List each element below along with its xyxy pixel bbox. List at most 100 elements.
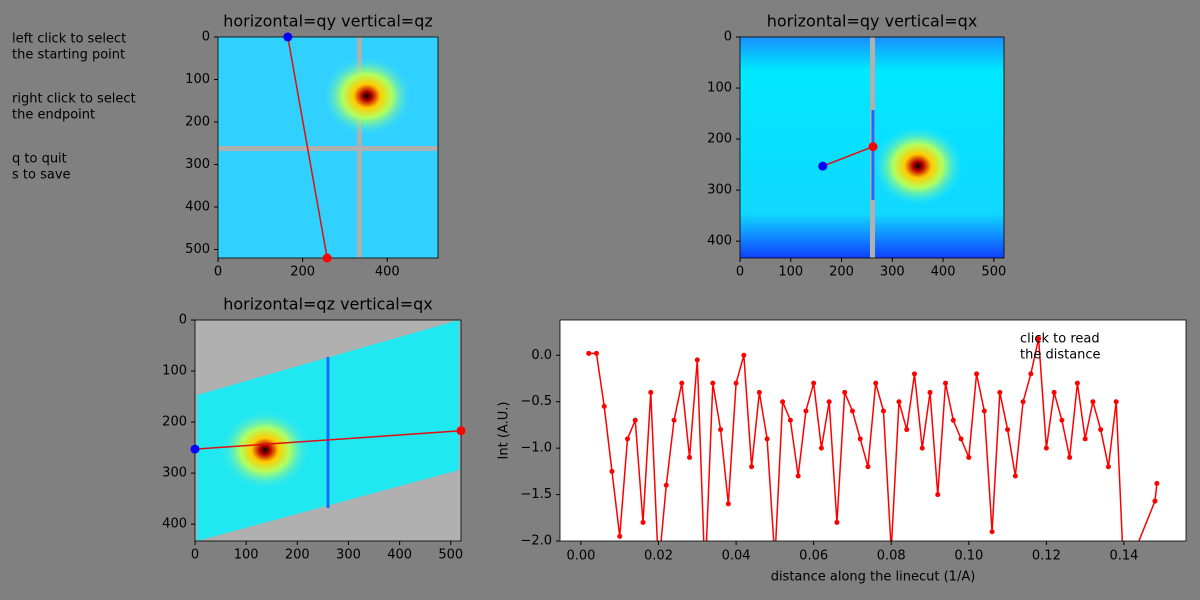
instruction-text: the starting point xyxy=(12,48,125,63)
data-point xyxy=(803,408,809,414)
data-point xyxy=(1105,464,1111,470)
data-point xyxy=(865,464,871,470)
end-point xyxy=(456,426,466,436)
data-point xyxy=(1012,473,1018,479)
instruction-text: s to save xyxy=(12,168,71,183)
data-point xyxy=(718,427,724,433)
data-point xyxy=(733,380,739,386)
x-axis-label: distance along the linecut (1/A) xyxy=(771,570,976,585)
data-point xyxy=(795,473,801,479)
data-point xyxy=(974,371,980,377)
data-point xyxy=(1082,436,1088,442)
data-point xyxy=(601,403,607,409)
data-point xyxy=(912,371,918,377)
annotation: click to read xyxy=(1020,332,1100,347)
data-point xyxy=(648,389,654,395)
data-point xyxy=(640,519,646,525)
data-point xyxy=(1090,399,1096,405)
data-point xyxy=(943,380,949,386)
data-point xyxy=(989,529,995,535)
data-point xyxy=(1059,417,1065,423)
x-tick-label: 500 xyxy=(981,265,1006,280)
y-axis-label: Int (A.U.) xyxy=(497,402,512,460)
y-tick-label: −2.0 xyxy=(520,534,552,549)
linecut-line xyxy=(194,430,462,450)
x-tick-label: 0.02 xyxy=(644,549,673,564)
data-point xyxy=(811,380,817,386)
instruction-text: q to quit xyxy=(12,152,67,167)
image-gap xyxy=(218,146,438,151)
y-tick-label: 400 xyxy=(162,517,187,532)
start-point xyxy=(190,444,200,454)
data-point xyxy=(1005,427,1011,433)
x-tick-label: 0 xyxy=(191,548,199,563)
axes-frame xyxy=(739,36,1005,259)
x-tick-label: 300 xyxy=(880,265,905,280)
axes-frame xyxy=(559,319,1187,542)
data-point xyxy=(1051,389,1057,395)
data-point xyxy=(1043,445,1049,451)
data-point xyxy=(842,389,848,395)
linecut-line xyxy=(287,36,328,259)
y-tick-label: 400 xyxy=(185,200,210,215)
linecut-line xyxy=(822,146,874,167)
y-tick-label: 100 xyxy=(707,81,732,96)
x-tick-label: 0 xyxy=(736,265,744,280)
data-point xyxy=(617,533,623,539)
x-tick-label: 200 xyxy=(290,265,315,280)
image-peak xyxy=(322,56,412,136)
y-tick-label: 300 xyxy=(162,466,187,481)
data-point xyxy=(1067,454,1073,460)
data-point xyxy=(749,464,755,470)
panel-title: horizontal=qy vertical=qx xyxy=(767,12,978,31)
data-point xyxy=(1152,498,1158,504)
x-tick-label: 0.10 xyxy=(954,549,983,564)
data-point xyxy=(663,482,669,488)
data-point xyxy=(1113,399,1119,405)
y-tick-label: 500 xyxy=(185,242,210,257)
data-point xyxy=(950,417,956,423)
data-point xyxy=(787,417,793,423)
y-tick-label: 300 xyxy=(185,157,210,172)
y-tick-label: 200 xyxy=(707,132,732,147)
x-tick-label: 400 xyxy=(931,265,956,280)
data-point xyxy=(896,399,902,405)
start-point xyxy=(283,32,293,42)
image-peak xyxy=(220,410,310,490)
data-point xyxy=(935,492,941,498)
end-point xyxy=(868,142,878,152)
x-tick-label: 300 xyxy=(336,548,361,563)
data-point xyxy=(826,399,832,405)
x-tick-label: 0.08 xyxy=(877,549,906,564)
data-point xyxy=(756,389,762,395)
x-tick-label: 100 xyxy=(778,265,803,280)
data-point xyxy=(849,408,855,414)
y-tick-label: 200 xyxy=(185,115,210,130)
data-point xyxy=(741,352,747,358)
x-tick-label: 0.12 xyxy=(1032,549,1061,564)
data-point xyxy=(710,380,716,386)
data-point xyxy=(981,408,987,414)
x-tick-label: 500 xyxy=(438,548,463,563)
y-tick-label: 0 xyxy=(724,30,732,45)
data-point xyxy=(764,436,770,442)
x-tick-label: 0.04 xyxy=(722,549,751,564)
x-tick-label: 400 xyxy=(387,548,412,563)
data-point xyxy=(1074,380,1080,386)
instruction-text: left click to select xyxy=(12,32,126,47)
data-point xyxy=(1036,336,1042,342)
data-point xyxy=(1020,399,1026,405)
y-tick-label: −0.5 xyxy=(520,394,552,409)
series xyxy=(586,336,1160,541)
image-peak xyxy=(873,126,963,206)
x-tick-label: 200 xyxy=(829,265,854,280)
data-point xyxy=(834,519,840,525)
data-point xyxy=(632,417,638,423)
x-tick-label: 0.14 xyxy=(1109,549,1138,564)
data-point xyxy=(1098,427,1104,433)
data-point xyxy=(857,436,863,442)
x-tick-label: 400 xyxy=(375,265,400,280)
x-tick-label: 100 xyxy=(234,548,259,563)
